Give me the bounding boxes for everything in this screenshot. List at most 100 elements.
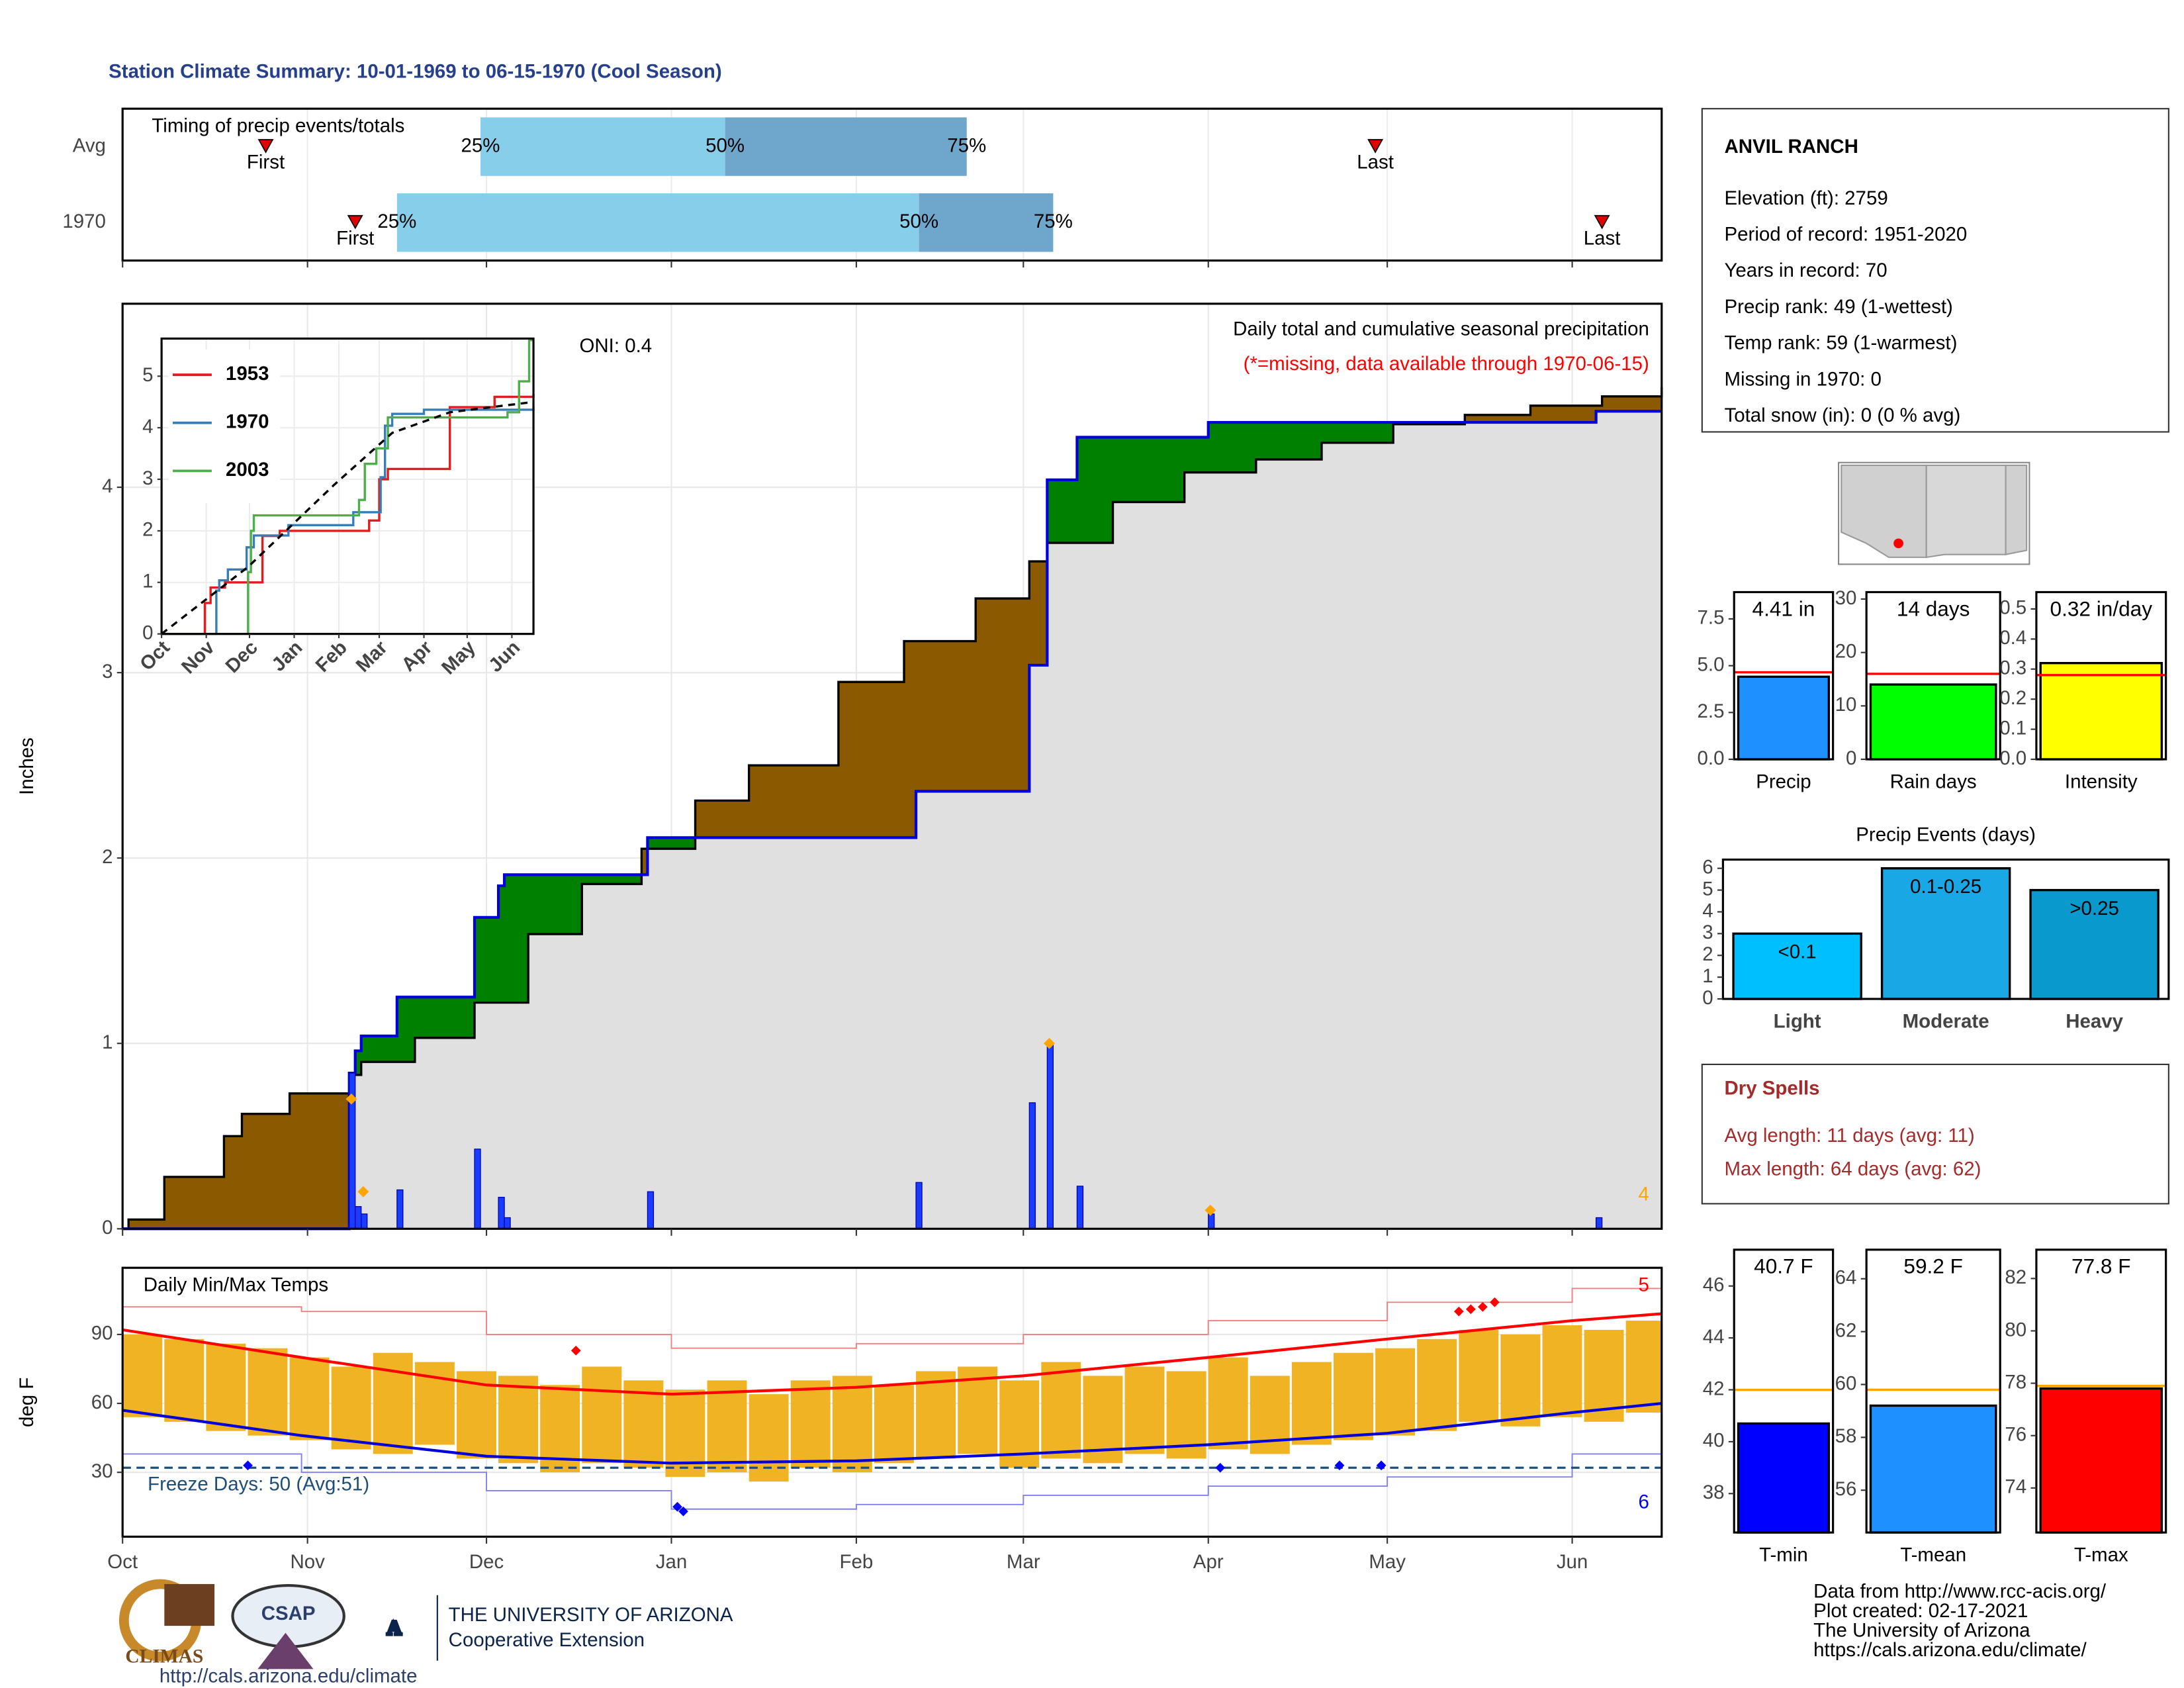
temp-bar [1625, 1321, 1662, 1413]
row-label: Avg [73, 134, 106, 156]
y-tick-label: 90 [91, 1323, 113, 1344]
x-tick-label: Moderate [1903, 1011, 1989, 1033]
x-tick-label: Rain days [1890, 771, 1977, 793]
quantile-label: 25% [461, 134, 500, 156]
panel-frame [2035, 1248, 2167, 1534]
daily-bar [396, 1189, 404, 1229]
y-tick-label: 5.0 [1698, 653, 1725, 675]
value-label: 4.41 in [1752, 597, 1815, 622]
quantile-label: 50% [899, 211, 938, 232]
bar [1869, 1404, 1997, 1534]
y-tick-label: 1 [142, 571, 153, 592]
record-low [243, 1460, 253, 1471]
event-label: Last [1357, 152, 1394, 173]
record-high-count: 5 [1638, 1274, 1649, 1295]
dry-spell-line: Max length: 64 days (avg: 62) [1724, 1158, 1981, 1180]
value-label-box: 59.2 F [1903, 1255, 1963, 1280]
y-tick-label: 0 [1846, 747, 1856, 769]
y-tick-label: 2 [142, 519, 153, 541]
y-tick-label: 3 [142, 467, 153, 489]
dry-spells-title: Dry Spells [1724, 1078, 1819, 1100]
y-tick-label: 46 [1703, 1274, 1725, 1296]
bar-label: 0.1-0.25 [1910, 876, 1981, 898]
y-tick-label: 82 [2005, 1266, 2026, 1288]
annotation: ONI: 0.4 [580, 335, 653, 357]
y-tick-label: 0 [102, 1217, 113, 1239]
temp-bar [582, 1366, 622, 1464]
temp-bar [331, 1366, 371, 1450]
logos: CLIMAS CSAP http://cals.arizona.edu/clim… [118, 1579, 733, 1687]
x-tick-label: Feb [840, 1551, 874, 1573]
quantile-label: 75% [947, 134, 986, 156]
y-tick-label: 74 [2005, 1476, 2026, 1498]
csap-logo [257, 1632, 314, 1669]
csap-url: http://cals.arizona.edu/climate [159, 1665, 418, 1687]
marker-count: 4 [1638, 1184, 1649, 1205]
y-tick-label: 62 [1835, 1319, 1857, 1341]
y-tick-label: 0 [1702, 987, 1713, 1009]
x-tick-label: Mar [1007, 1551, 1040, 1573]
daily-bar [915, 1182, 923, 1229]
value-label-box: 77.8 F [2071, 1255, 2131, 1280]
temp-bar [707, 1380, 747, 1473]
y-tick-label: 60 [1835, 1372, 1857, 1394]
event-label: Last [1584, 227, 1621, 249]
quantile-bar [725, 117, 967, 176]
value-label: 0.32 in/day [2050, 597, 2152, 622]
y-tick-label: 1 [102, 1031, 113, 1053]
event-label: First [247, 152, 285, 173]
marker [1205, 1204, 1216, 1216]
x-tick-label: May [1369, 1551, 1406, 1573]
event-marker [1594, 214, 1610, 230]
temp-bar [1375, 1348, 1416, 1436]
y-tick-label: 44 [1703, 1326, 1725, 1348]
y-tick-label: 2.5 [1698, 700, 1725, 722]
event-marker [347, 214, 363, 230]
legend-label: 2003 [226, 459, 269, 481]
average-line [161, 400, 534, 635]
record-low-count: 6 [1638, 1491, 1649, 1513]
record-min-line [122, 1438, 1662, 1510]
station-line: Years in record: 70 [1724, 259, 1887, 281]
value-label: 59.2 F [1903, 1255, 1963, 1280]
panel-frame [2035, 590, 2167, 761]
bar-label: >0.25 [2070, 898, 2119, 919]
panel-title: Timing of precip events/totals [152, 115, 404, 136]
temp-bar [1041, 1362, 1081, 1459]
panel-subtitle: (*=missing, data available through 1970-… [1244, 353, 1649, 375]
ua-name: Cooperative Extension [449, 1629, 645, 1651]
dry-spells-box [1701, 1063, 2169, 1205]
panel-title: Precip Events (days) [1856, 824, 2036, 846]
value-label: 77.8 F [2071, 1255, 2131, 1280]
normal-max-line [122, 1312, 1662, 1396]
x-tick-label: Intensity [2065, 771, 2138, 793]
bar [2039, 662, 2163, 761]
x-tick-label: Apr [1193, 1551, 1224, 1573]
quantile-bar [480, 117, 725, 176]
y-tick-label: 58 [1835, 1425, 1857, 1447]
map-state [1925, 464, 2007, 559]
y-tick-label: 64 [1835, 1267, 1857, 1289]
y-tick-label: 0.2 [1999, 687, 2026, 709]
station-box [1701, 108, 2169, 433]
series-line [161, 406, 535, 635]
x-tick-label: T-min [1759, 1544, 1808, 1566]
temp-bar [1334, 1352, 1373, 1440]
temp-bar [1291, 1362, 1332, 1445]
temp-bar [248, 1348, 288, 1436]
series-line [161, 394, 535, 635]
record-max-line [122, 1284, 1662, 1349]
quantile-bar [396, 193, 919, 252]
value-label-box: 0.32 in/day [2050, 597, 2152, 622]
record-high [1465, 1304, 1476, 1315]
y-tick-label: 2 [102, 846, 113, 868]
value-label-box: 40.7 F [1754, 1255, 1813, 1279]
temp-bar [874, 1385, 914, 1464]
temp-bar [1459, 1329, 1499, 1422]
legend-label: 1970 [226, 411, 269, 433]
temp-bar [1124, 1366, 1165, 1454]
x-tick-label: Nov [290, 1551, 325, 1573]
series-line [161, 339, 534, 635]
y-tick-label: 76 [2005, 1424, 2026, 1446]
x-tick-label: Dec [469, 1551, 504, 1573]
